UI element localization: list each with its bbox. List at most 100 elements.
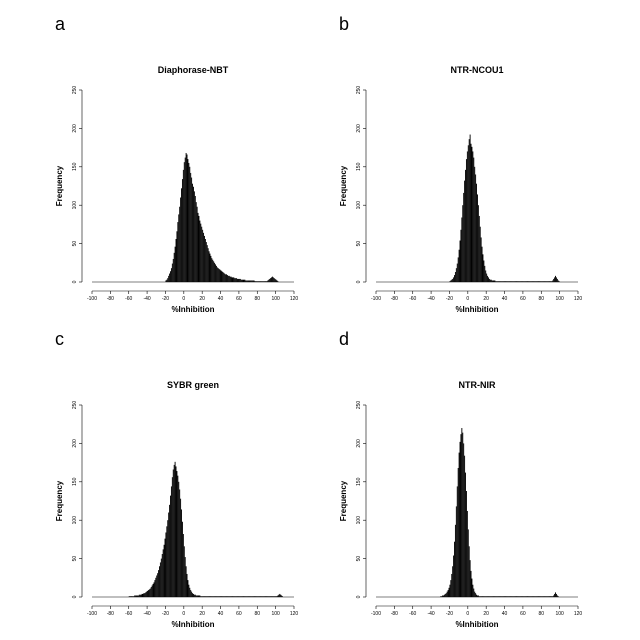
x-tick-label: 0 (466, 296, 469, 302)
histogram-bar (446, 593, 447, 597)
histogram-bar (483, 596, 484, 597)
histogram-bar (218, 268, 219, 282)
histogram-bar (505, 596, 506, 597)
histogram-bar (152, 585, 153, 597)
histogram-bar (237, 279, 238, 282)
histogram-bar (279, 594, 280, 597)
histogram-bar (480, 596, 481, 597)
histogram-bar (227, 275, 228, 282)
y-tick-label: 100 (72, 201, 78, 210)
histogram-bar (174, 253, 175, 282)
histogram-bar (163, 549, 164, 597)
histogram-bar (510, 596, 511, 597)
histogram-bar (540, 596, 541, 597)
histogram-bar (185, 158, 186, 282)
x-tick-label: 20 (199, 611, 205, 617)
histogram-bar (249, 280, 250, 282)
histogram-bar (509, 596, 510, 597)
y-tick-label: 150 (356, 162, 362, 171)
histogram-bar (521, 596, 522, 597)
histogram-bar (527, 281, 528, 282)
histogram-bar (282, 596, 283, 597)
histogram-bar (475, 174, 476, 282)
histogram-bar (218, 596, 219, 597)
histogram-bar (144, 593, 145, 597)
histogram-bar (267, 280, 268, 282)
histogram-bar (498, 281, 499, 282)
histogram-bar (483, 596, 484, 597)
histogram-bar (483, 260, 484, 282)
histogram-bars (129, 462, 283, 597)
histogram-bar (545, 281, 546, 282)
histogram-bar (536, 596, 537, 597)
histogram-bar (244, 280, 245, 282)
histogram-bar (221, 596, 222, 597)
histogram-bar (172, 477, 173, 597)
x-axis-title: %Inhibition (171, 620, 214, 629)
histogram-bar (258, 596, 259, 597)
histogram-bar (210, 596, 211, 597)
histogram-bar (468, 145, 469, 282)
histogram-bar (554, 277, 555, 282)
histogram-bar (236, 278, 237, 282)
histogram-bar (247, 596, 248, 597)
histogram-bar (269, 279, 270, 282)
histogram-bar (550, 596, 551, 597)
histogram-bar (487, 596, 488, 597)
histogram-bar (234, 278, 235, 282)
histogram-bar (507, 596, 508, 597)
histogram-bar (471, 144, 472, 282)
histogram-bar (496, 596, 497, 597)
histogram-bar (525, 281, 526, 282)
x-tick-label: 20 (483, 296, 489, 302)
histogram-bar (168, 513, 169, 597)
histogram-bar (214, 263, 215, 282)
histogram-bar (229, 276, 230, 282)
histogram-bar (193, 187, 194, 282)
histogram-bar (277, 596, 278, 597)
histogram-bar (169, 274, 170, 282)
histogram-bar (274, 278, 275, 282)
histogram-bar (262, 281, 263, 282)
histogram-bar (154, 582, 155, 597)
histogram-bar (191, 178, 192, 282)
histogram-bar (198, 213, 199, 282)
histogram-bar (515, 281, 516, 282)
histogram-bar (441, 596, 442, 597)
histogram-bar (262, 596, 263, 597)
histogram-bar (453, 277, 454, 282)
histogram-bar (537, 281, 538, 282)
histogram-bar (271, 277, 272, 282)
histogram-bar (496, 281, 497, 282)
histogram-bar (481, 596, 482, 597)
histogram-bar (170, 271, 171, 282)
histogram-bar (486, 596, 487, 597)
histogram-bar (133, 596, 134, 597)
histogram-bar (471, 571, 472, 597)
histogram-bar (489, 279, 490, 282)
histogram-bar (550, 281, 551, 282)
histogram-bar (504, 281, 505, 282)
histogram-bar (513, 281, 514, 282)
histogram-bar (245, 596, 246, 597)
histogram-bar (484, 266, 485, 282)
histogram-bar (184, 546, 185, 597)
histogram-bar (246, 280, 247, 282)
histogram-bar (525, 596, 526, 597)
histogram-bar (503, 281, 504, 282)
histogram-bar (210, 254, 211, 282)
histogram-bar (478, 595, 479, 597)
histogram-bar (499, 596, 500, 597)
x-axis: -100-80-60-40-20020406080100120%Inhibiti… (87, 291, 298, 314)
histogram-bar (205, 239, 206, 282)
histogram-bar (232, 277, 233, 282)
chart-title: SYBR green (167, 380, 219, 390)
histogram-bar (278, 595, 279, 597)
histogram-bar (516, 281, 517, 282)
histogram-bar (209, 251, 210, 282)
x-tick-label: 40 (502, 611, 508, 617)
histogram-bar (165, 280, 166, 282)
histogram-bar (206, 596, 207, 597)
histogram-bar (520, 281, 521, 282)
